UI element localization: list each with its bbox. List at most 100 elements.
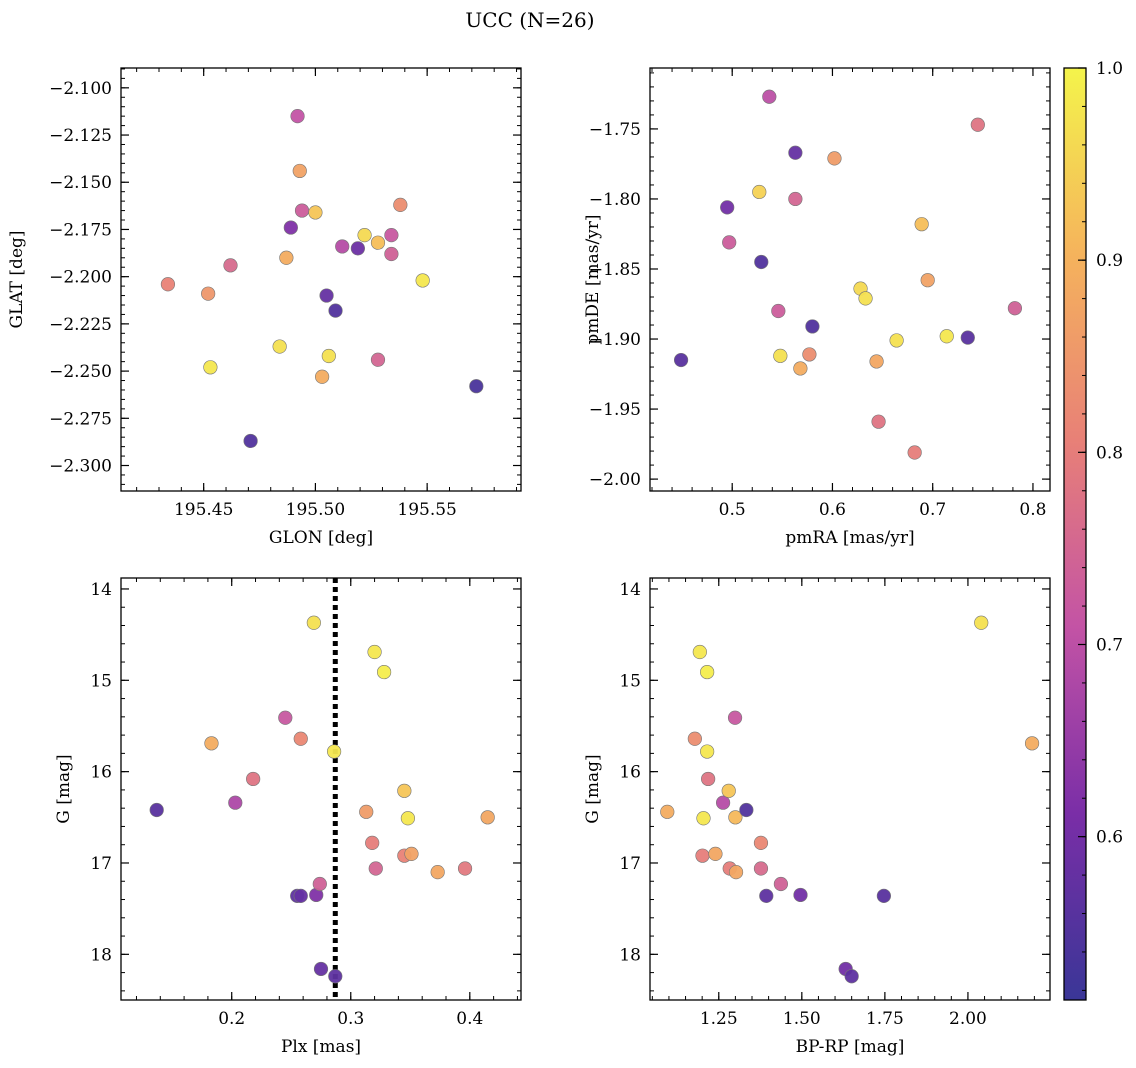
scatter-point <box>246 771 261 787</box>
x-tick-label: 0.3 <box>337 1009 364 1029</box>
scatter-point <box>469 379 484 394</box>
scatter-point <box>700 664 715 680</box>
scatter-point <box>312 876 327 892</box>
scatter-point <box>290 109 305 124</box>
scatter-point <box>827 151 842 166</box>
scatter-point <box>370 235 386 250</box>
y-tick-label: −2.300 <box>49 457 112 477</box>
scatter-point <box>306 615 321 630</box>
x-axis-label: Plx [mas] <box>281 1037 361 1057</box>
colorbar-gradient <box>1063 67 1087 1001</box>
scatter-point <box>914 217 929 232</box>
scatter-point <box>315 369 330 384</box>
scatter-point <box>939 329 954 344</box>
colorbar-tick-label: 0.8 <box>1096 443 1123 463</box>
scatter-point <box>272 339 287 354</box>
panel-bprp-g: 1.25 1.50 1.75 2.00 14 15 16 17 18 BP-RP [mag] G [… <box>583 577 1051 1057</box>
scatter-point <box>243 433 258 449</box>
y-tick-label: −1.90 <box>589 330 641 350</box>
y-tick-label: −2.250 <box>49 362 112 382</box>
scatter-point <box>700 744 715 759</box>
x-tick-label: 2.00 <box>949 1009 987 1029</box>
scatter-point <box>223 258 238 273</box>
scatter-point <box>415 273 430 288</box>
scatter-point <box>715 795 731 810</box>
y-tick-label: −2.175 <box>49 220 112 240</box>
scatter-point <box>753 861 769 876</box>
scatter-point <box>1007 301 1023 316</box>
y-tick-label: −2.00 <box>589 470 641 490</box>
y-axis-label: G [mag] <box>583 754 603 823</box>
x-tick-label: 0.6 <box>819 500 846 520</box>
scatter-point <box>294 203 310 218</box>
scatter-point <box>367 644 382 660</box>
minor-ticks <box>121 578 521 1000</box>
scatter-point <box>974 615 989 630</box>
scatter-point <box>1024 736 1040 751</box>
scatter-point <box>869 354 884 369</box>
y-tick-label: −2.275 <box>49 409 112 429</box>
scatter-point <box>907 445 922 460</box>
scatter-point <box>728 810 743 825</box>
scatter-point <box>788 145 803 160</box>
y-tick-label: 15 <box>90 671 112 691</box>
x-tick-label: 1.50 <box>783 1009 821 1029</box>
colorbar-tick-label: 1.0 <box>1096 59 1123 79</box>
panel-plx-g: 0.2 0.3 0.4 14 15 16 17 18 Plx [mas] G [mag] <box>54 577 522 1057</box>
y-tick-label: 14 <box>90 580 112 600</box>
scatter-point <box>889 333 904 348</box>
scatter-point <box>970 117 985 132</box>
scatter-point <box>708 846 723 861</box>
scatter-points <box>160 109 484 449</box>
x-tick-label: 0.2 <box>218 1009 245 1029</box>
scatter-point <box>844 969 859 984</box>
x-tick-label: 1.25 <box>700 1009 738 1029</box>
scatter-point <box>871 414 886 429</box>
panel-pmra-pmde: 0.5 0.6 0.7 0.8 −1.75 −1.80 −1.85 −1.90 −1.95 −2.… <box>583 67 1051 548</box>
y-tick-label: −2.125 <box>49 126 112 146</box>
x-axis-label: BP-RP [mag] <box>796 1037 905 1057</box>
figure-title: UCC (N=26) <box>465 8 594 32</box>
x-tick-label: 0.4 <box>456 1009 483 1029</box>
y-tick-label: −1.75 <box>589 120 641 140</box>
scatter-point <box>204 736 219 751</box>
scatter-point <box>793 361 808 376</box>
scatter-point <box>292 163 307 179</box>
scatter-point <box>279 250 294 265</box>
y-tick-label: −2.150 <box>49 173 112 193</box>
colorbar-tick-label: 0.7 <box>1096 635 1123 655</box>
scatter-point <box>695 848 710 863</box>
scatter-point <box>480 810 495 825</box>
scatter-point <box>696 811 711 826</box>
scatter-point <box>728 865 744 880</box>
scatter-point <box>400 811 416 826</box>
scatter-point <box>328 303 343 318</box>
scatter-point <box>283 220 298 235</box>
x-tick-label: 0.7 <box>919 500 946 520</box>
scatter-point <box>278 710 293 725</box>
y-tick-label: 16 <box>90 763 112 783</box>
scatter-point <box>393 197 408 213</box>
scatter-point <box>773 348 788 363</box>
scatter-point <box>876 888 891 903</box>
scatter-point <box>308 205 323 220</box>
x-tick-label: 195.50 <box>286 500 345 520</box>
scatter-point <box>754 254 769 270</box>
scatter-point <box>293 888 308 903</box>
y-tick-label: −1.95 <box>589 400 641 420</box>
scatter-point <box>920 273 935 288</box>
scatter-point <box>771 303 786 319</box>
axes-frame <box>649 577 1051 1001</box>
x-tick-label: 195.45 <box>174 500 233 520</box>
scatter-point <box>753 835 769 850</box>
y-tick-label: −2.200 <box>49 268 112 288</box>
scatter-point <box>384 246 399 262</box>
y-tick-label: 17 <box>619 854 641 874</box>
scatter-points <box>149 615 495 984</box>
y-tick-label: −1.80 <box>589 190 641 210</box>
scatter-point <box>326 744 342 759</box>
colorbar-tick-label: 0.6 <box>1096 828 1123 848</box>
x-axis-label: pmRA [mas/yr] <box>785 528 914 548</box>
scatter-point <box>376 664 392 680</box>
